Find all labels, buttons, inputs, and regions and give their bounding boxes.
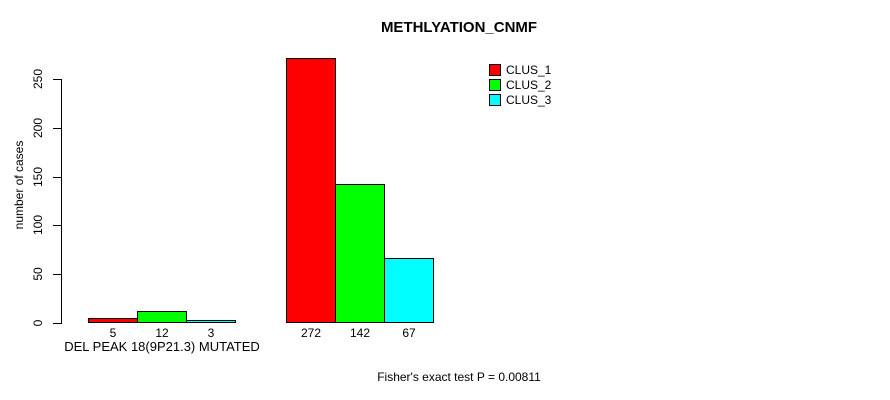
y-tick-mark <box>53 323 61 324</box>
fisher-test-caption: Fisher's exact test P = 0.00811 <box>377 370 541 384</box>
legend-swatch-clus-3 <box>489 94 501 106</box>
legend-item-clus-3: CLUS_3 <box>489 93 551 107</box>
bar-value-label: 5 <box>109 326 117 340</box>
chart-title: METHLYATION_CNMF <box>380 19 538 36</box>
bar-clus_1-group2 <box>286 58 336 323</box>
x-category-label: DEL PEAK 18(9P21.3) MUTATED <box>64 339 260 354</box>
y-tick-label: 100 <box>31 214 45 236</box>
legend-label: CLUS_2 <box>506 78 552 92</box>
legend: CLUS_1 CLUS_2 CLUS_3 <box>489 63 551 108</box>
y-tick-mark <box>53 274 61 275</box>
bar-clus_1-group1 <box>88 318 138 323</box>
y-tick-mark <box>53 79 61 80</box>
bar-value-label: 142 <box>349 326 371 340</box>
legend-item-clus-1: CLUS_1 <box>489 63 551 77</box>
bar-value-label: 3 <box>207 326 215 340</box>
y-tick-mark <box>53 128 61 129</box>
y-tick-mark <box>53 225 61 226</box>
bar-clus_2-group1 <box>137 311 187 323</box>
y-tick-label: 250 <box>31 68 45 90</box>
legend-swatch-clus-1 <box>489 64 501 76</box>
y-tick-label: 200 <box>31 117 45 139</box>
bar-value-label: 67 <box>402 326 416 340</box>
legend-label: CLUS_3 <box>506 93 552 107</box>
y-axis-line <box>61 79 62 324</box>
bar-clus_2-group2 <box>335 184 385 323</box>
bar-value-label: 272 <box>300 326 322 340</box>
legend-swatch-clus-2 <box>489 79 501 91</box>
legend-label: CLUS_1 <box>506 63 552 77</box>
y-tick-label: 150 <box>31 166 45 188</box>
legend-item-clus-2: CLUS_2 <box>489 78 551 92</box>
y-axis-title: number of cases <box>12 140 26 230</box>
y-tick-label: 50 <box>31 267 45 281</box>
y-tick-label: 0 <box>31 319 45 327</box>
bar-clus_3-group2 <box>384 258 434 323</box>
bar-value-label: 12 <box>155 326 169 340</box>
y-tick-mark <box>53 177 61 178</box>
bar-clus_3-group1 <box>186 320 236 323</box>
